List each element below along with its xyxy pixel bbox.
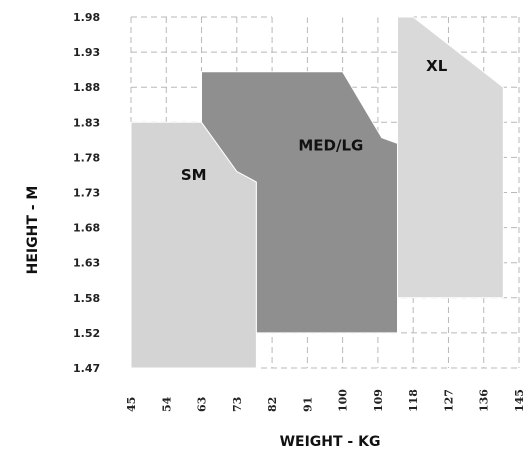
x-tick-82: 82 — [266, 397, 279, 412]
y-tick-1.73: 1.73 — [73, 187, 100, 200]
y-tick-1.63: 1.63 — [73, 257, 100, 270]
x-axis-title: WEIGHT - KG — [280, 434, 381, 450]
y-tick-1.68: 1.68 — [73, 222, 100, 235]
x-tick-63: 63 — [196, 397, 209, 412]
x-tick-118: 118 — [407, 389, 420, 412]
y-tick-1.88: 1.88 — [73, 81, 100, 94]
x-tick-145: 145 — [513, 389, 526, 412]
x-tick-136: 136 — [478, 389, 491, 412]
y-tick-1.78: 1.78 — [73, 151, 100, 164]
y-tick-1.93: 1.93 — [73, 46, 100, 59]
y-tick-1.98: 1.98 — [73, 11, 100, 24]
size-regions — [130, 16, 504, 369]
x-tick-100: 100 — [337, 389, 350, 412]
y-tick-1.83: 1.83 — [73, 116, 100, 129]
x-tick-91: 91 — [301, 397, 314, 412]
y-tick-1.47: 1.47 — [73, 362, 100, 375]
region-labels: XL MED/LG SM — [181, 57, 448, 184]
y-tick-1.58: 1.58 — [73, 292, 100, 305]
x-tick-127: 127 — [442, 389, 455, 412]
x-tick-73: 73 — [231, 397, 244, 412]
x-tick-45: 45 — [125, 397, 138, 412]
x-tick-labels: 45 54 63 73 82 91 100 109 118 127 136 145 — [125, 389, 526, 412]
y-tick-labels: 1.98 1.93 1.88 1.83 1.78 1.73 1.68 1.63 1.58 1.52… — [73, 11, 100, 375]
y-tick-1.52: 1.52 — [73, 327, 100, 340]
y-axis-title: HEIGHT - M — [25, 186, 41, 275]
region-xl — [272, 16, 504, 299]
region-label-med-lg: MED/LG — [298, 136, 363, 154]
region-med-lg — [201, 71, 398, 334]
region-label-sm: SM — [181, 166, 207, 184]
region-label-xl: XL — [426, 57, 448, 75]
x-tick-54: 54 — [160, 396, 173, 412]
x-tick-109: 109 — [372, 389, 385, 412]
